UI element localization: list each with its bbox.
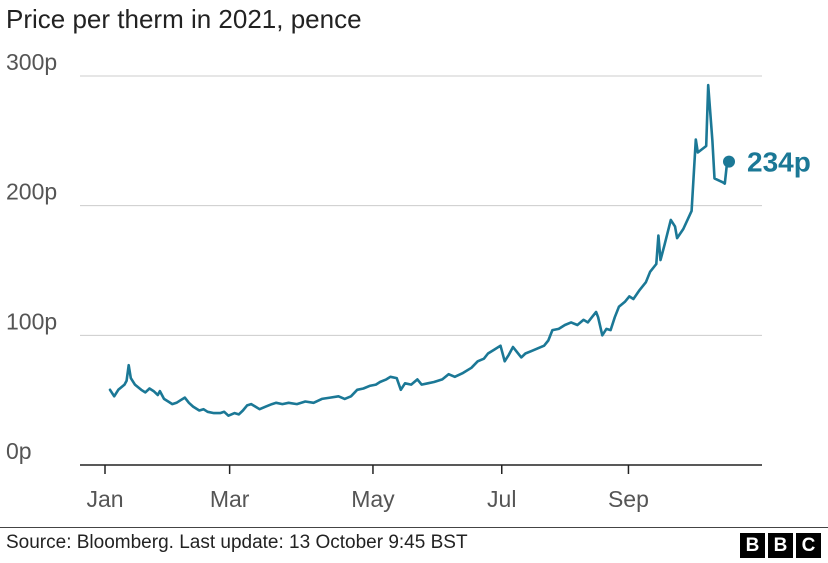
y-tick-label: 0p (6, 438, 32, 464)
x-tick-label: May (351, 486, 395, 512)
bbc-logo-letter-c: C (796, 533, 821, 558)
bbc-logo-letter-b1: B (740, 533, 765, 558)
x-tick-label: Jan (86, 486, 123, 512)
y-tick-label: 300p (6, 49, 57, 75)
footer-divider (0, 527, 828, 528)
source-note: Source: Bloomberg. Last update: 13 Octob… (6, 532, 468, 553)
x-tick-label: Jul (487, 486, 516, 512)
end-point-marker (723, 155, 735, 168)
x-tick-label: Mar (210, 486, 250, 512)
line-chart: 0p 100p 200p 300p Jan Mar May Jul Sep 234p (6, 49, 811, 512)
chart-title: Price per therm in 2021, pence (6, 4, 362, 34)
y-tick-label: 100p (6, 308, 57, 334)
price-series-line (108, 83, 731, 418)
x-tick-label: Sep (608, 486, 649, 512)
end-value-label: 234p (747, 147, 811, 178)
bbc-logo-letter-b2: B (768, 533, 793, 558)
bbc-logo: B B C (740, 533, 821, 558)
y-tick-label: 200p (6, 179, 57, 205)
